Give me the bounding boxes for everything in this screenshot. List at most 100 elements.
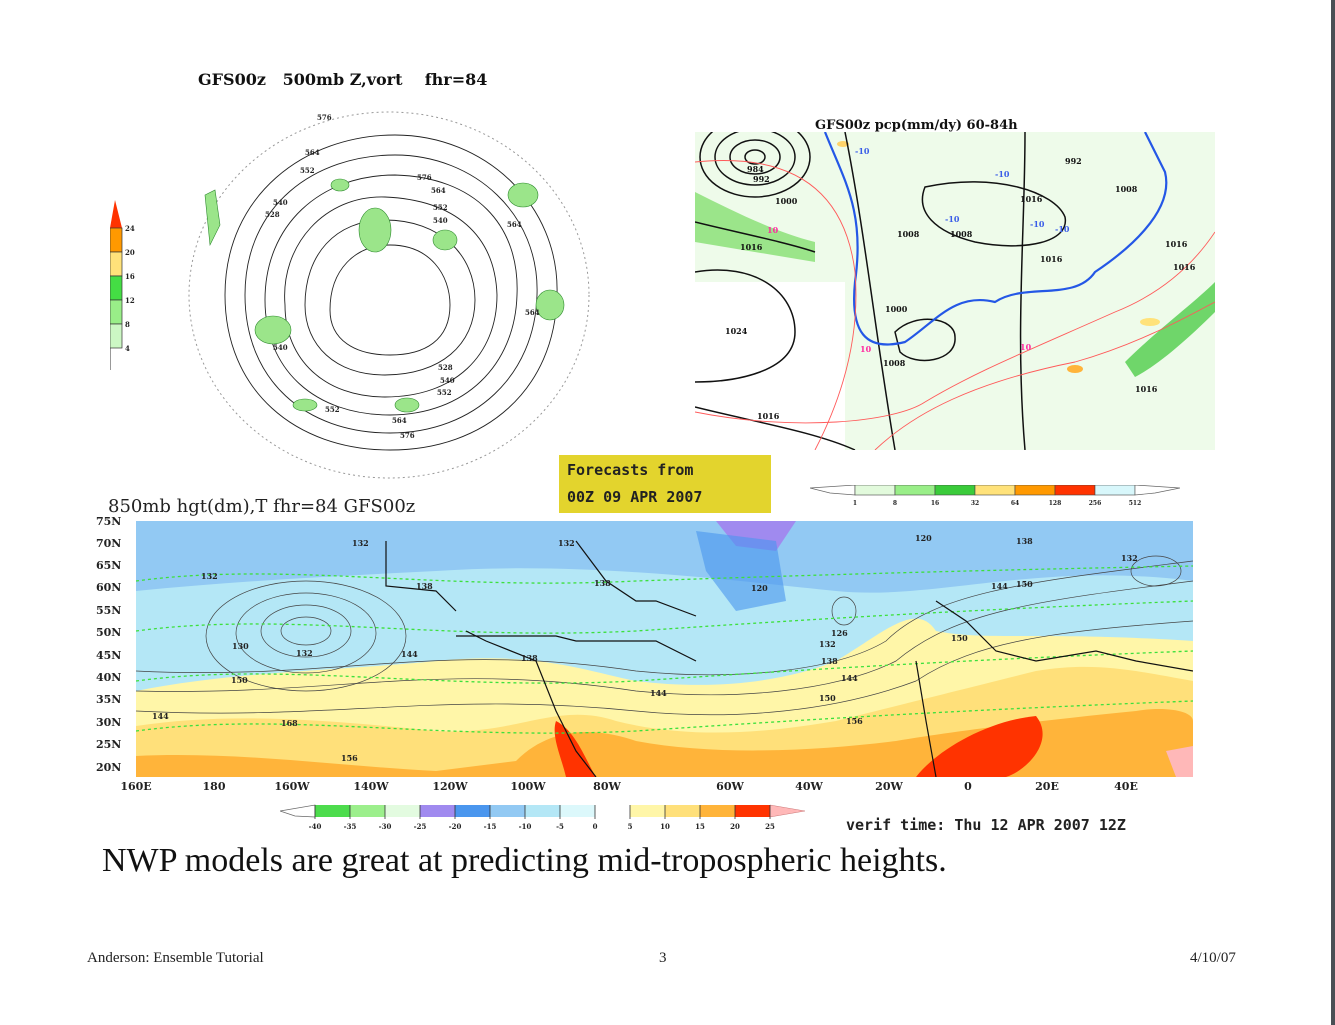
svg-text:20: 20 — [730, 822, 740, 831]
forecast-init-box: Forecasts from 00Z 09 APR 2007 — [559, 455, 771, 513]
svg-text:10: 10 — [660, 822, 670, 831]
precip-colorbar: 1 8 16 32 64 128 256 512 — [810, 485, 1180, 507]
svg-text:4: 4 — [125, 344, 130, 353]
svg-text:144: 144 — [401, 649, 418, 659]
footer-page-number: 3 — [659, 950, 667, 966]
svg-text:150: 150 — [231, 675, 248, 685]
svg-text:128: 128 — [1049, 500, 1062, 507]
svg-text:564: 564 — [431, 186, 446, 195]
svg-text:130: 130 — [232, 641, 249, 651]
svg-text:168: 168 — [281, 718, 298, 728]
svg-text:1000: 1000 — [885, 304, 908, 314]
lon-label: 0 — [964, 780, 972, 793]
svg-text:-30: -30 — [379, 822, 392, 831]
latitude-axis: 75N 70N 65N 60N 55N 50N 45N 40N 35N 30N … — [96, 513, 136, 783]
svg-text:150: 150 — [1016, 579, 1033, 589]
svg-text:-10: -10 — [1055, 224, 1070, 234]
svg-text:-25: -25 — [414, 822, 427, 831]
svg-text:528: 528 — [438, 363, 453, 372]
svg-text:984: 984 — [747, 164, 764, 174]
svg-text:15: 15 — [695, 822, 705, 831]
lon-label: 100W — [510, 780, 546, 793]
svg-text:-15: -15 — [484, 822, 497, 831]
svg-text:-10: -10 — [519, 822, 532, 831]
svg-text:144: 144 — [841, 673, 858, 683]
svg-text:132: 132 — [819, 639, 836, 649]
svg-text:1016: 1016 — [740, 242, 763, 252]
svg-text:20: 20 — [125, 248, 135, 257]
lon-label: 180 — [202, 780, 226, 793]
svg-text:564: 564 — [525, 308, 540, 317]
svg-text:-10: -10 — [855, 146, 870, 156]
vorticity-colorbar: 24 20 16 12 8 4 — [110, 200, 135, 370]
svg-text:132: 132 — [296, 648, 313, 658]
longitude-axis: 160E 180 160W 140W 120W 100W 80W 60W 40W… — [110, 780, 1210, 800]
svg-text:540: 540 — [273, 343, 288, 352]
svg-text:138: 138 — [1016, 536, 1033, 546]
lat-label: 60N — [96, 581, 122, 594]
svg-text:12: 12 — [125, 296, 135, 305]
lat-label: 25N — [96, 738, 122, 751]
svg-text:528: 528 — [265, 210, 280, 219]
lat-label: 75N — [96, 515, 122, 528]
svg-text:138: 138 — [821, 656, 838, 666]
svg-text:8: 8 — [893, 500, 897, 507]
svg-text:150: 150 — [819, 693, 836, 703]
lat-label: 20N — [96, 761, 122, 774]
svg-text:132: 132 — [201, 571, 218, 581]
lon-label: 120W — [432, 780, 468, 793]
lat-label: 65N — [96, 559, 122, 572]
svg-text:1016: 1016 — [1135, 384, 1158, 394]
lon-label: 20E — [1035, 780, 1059, 793]
svg-text:0: 0 — [593, 822, 598, 831]
svg-text:552: 552 — [300, 166, 315, 175]
svg-text:552: 552 — [433, 203, 448, 212]
svg-text:150: 150 — [951, 633, 968, 643]
svg-text:16: 16 — [931, 500, 939, 507]
svg-text:1016: 1016 — [1040, 254, 1063, 264]
lon-label: 40E — [1114, 780, 1138, 793]
svg-text:1016: 1016 — [1165, 239, 1188, 249]
svg-text:-10: -10 — [945, 214, 960, 224]
forecast-box-line2: 00Z 09 APR 2007 — [567, 488, 703, 506]
svg-text:576: 576 — [317, 113, 332, 122]
svg-text:576: 576 — [417, 173, 432, 182]
svg-text:138: 138 — [416, 581, 433, 591]
svg-text:256: 256 — [1089, 500, 1102, 507]
svg-text:1008: 1008 — [883, 358, 906, 368]
lat-label: 55N — [96, 604, 122, 617]
svg-text:24: 24 — [125, 224, 135, 233]
svg-text:120: 120 — [915, 533, 932, 543]
svg-text:-10: -10 — [995, 169, 1010, 179]
svg-text:138: 138 — [521, 653, 538, 663]
lat-label: 35N — [96, 693, 122, 706]
lat-label: 40N — [96, 671, 122, 684]
svg-text:16: 16 — [125, 272, 135, 281]
svg-text:992: 992 — [753, 174, 770, 184]
svg-text:10: 10 — [1020, 342, 1032, 352]
svg-text:1008: 1008 — [950, 229, 973, 239]
lat-label: 70N — [96, 537, 122, 550]
svg-text:1008: 1008 — [1115, 184, 1138, 194]
svg-text:552: 552 — [437, 388, 452, 397]
slide-caption: NWP models are great at predicting mid-t… — [102, 842, 947, 879]
pmsl-title-line1: GFS00z pcp(mm/dy) 60-84h — [815, 118, 1018, 133]
svg-text:1024: 1024 — [725, 326, 748, 336]
lon-label: 80W — [593, 780, 621, 793]
svg-text:1016: 1016 — [1020, 194, 1043, 204]
lat-label: 45N — [96, 649, 122, 662]
lon-label: 20W — [875, 780, 903, 793]
svg-text:126: 126 — [831, 628, 848, 638]
svg-text:1016: 1016 — [757, 411, 780, 421]
svg-text:10: 10 — [860, 344, 872, 354]
svg-text:64: 64 — [1011, 500, 1019, 507]
svg-text:132: 132 — [352, 538, 369, 548]
svg-text:564: 564 — [392, 416, 407, 425]
svg-text:1016: 1016 — [1173, 262, 1196, 272]
lon-label: 160W — [274, 780, 310, 793]
forecast-box-line1: Forecasts from — [567, 461, 694, 479]
svg-text:-20: -20 — [449, 822, 462, 831]
